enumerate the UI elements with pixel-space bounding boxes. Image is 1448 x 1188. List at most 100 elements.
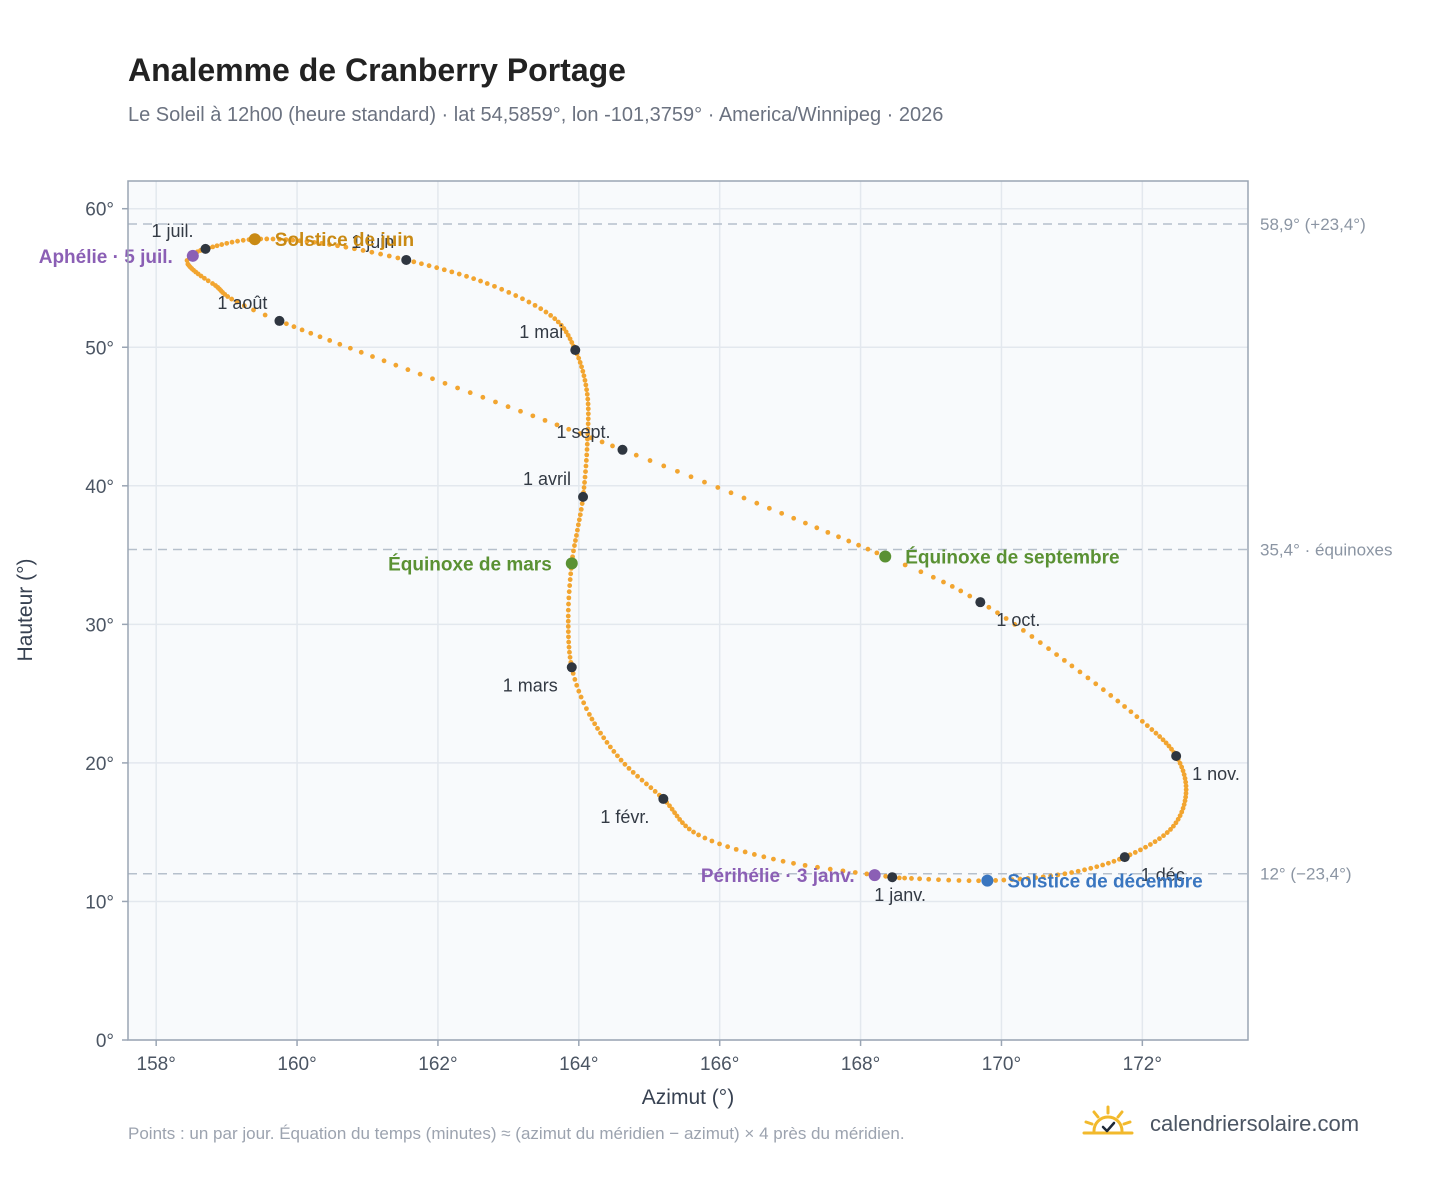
daily-point bbox=[569, 340, 575, 345]
daily-point bbox=[1046, 646, 1051, 652]
daily-point bbox=[1144, 723, 1150, 729]
daily-point bbox=[733, 846, 739, 852]
daily-point bbox=[615, 753, 620, 759]
daily-point bbox=[1157, 836, 1162, 842]
daily-point bbox=[319, 240, 325, 246]
daily-point bbox=[771, 856, 776, 862]
daily-point bbox=[370, 354, 375, 359]
daily-point bbox=[455, 385, 460, 391]
daily-point bbox=[317, 334, 323, 340]
daily-point bbox=[635, 773, 640, 779]
daily-point bbox=[918, 569, 924, 575]
daily-point bbox=[956, 878, 962, 883]
daily-point bbox=[865, 546, 871, 552]
event-dot bbox=[981, 874, 994, 887]
daily-point bbox=[742, 849, 748, 855]
daily-point bbox=[360, 248, 366, 253]
daily-point bbox=[696, 832, 701, 838]
daily-point bbox=[419, 261, 424, 267]
daily-point bbox=[566, 426, 572, 432]
month-marker-dot bbox=[570, 345, 581, 356]
daily-point bbox=[1183, 790, 1189, 796]
daily-point bbox=[683, 823, 688, 829]
event-dot bbox=[186, 249, 199, 262]
daily-point bbox=[202, 275, 207, 281]
daily-point bbox=[599, 439, 605, 445]
daily-point bbox=[846, 538, 852, 544]
daily-point bbox=[936, 877, 941, 883]
daily-point bbox=[526, 299, 532, 305]
daily-point bbox=[766, 505, 772, 511]
daily-point bbox=[584, 391, 590, 397]
daily-point bbox=[308, 330, 314, 336]
daily-point bbox=[1181, 772, 1187, 777]
daily-point bbox=[986, 604, 992, 610]
daily-point bbox=[1069, 663, 1075, 669]
brand[interactable]: calendriersolaire.com bbox=[1082, 1104, 1359, 1144]
daily-point bbox=[585, 421, 591, 427]
daily-point bbox=[381, 358, 387, 364]
daily-point bbox=[930, 574, 936, 580]
event-label: Solstice de juin bbox=[275, 230, 414, 251]
daily-point bbox=[584, 441, 590, 447]
event-dot bbox=[868, 869, 881, 882]
plot-background bbox=[128, 181, 1248, 1040]
daily-point bbox=[1180, 768, 1186, 774]
daily-point bbox=[1077, 669, 1083, 675]
daily-point bbox=[761, 854, 767, 860]
daily-point bbox=[327, 338, 333, 343]
daily-point bbox=[393, 362, 399, 368]
daily-point bbox=[725, 844, 731, 850]
daily-point bbox=[1183, 783, 1189, 789]
daily-point bbox=[1075, 868, 1081, 874]
daily-point bbox=[1012, 621, 1018, 627]
daily-point bbox=[1138, 847, 1143, 853]
daily-point bbox=[566, 589, 572, 595]
daily-point bbox=[480, 394, 486, 400]
daily-point bbox=[1183, 779, 1189, 785]
daily-point bbox=[386, 253, 392, 259]
daily-point bbox=[601, 735, 607, 741]
daily-point bbox=[395, 255, 401, 261]
daily-point bbox=[505, 404, 511, 410]
daily-point bbox=[1128, 709, 1134, 715]
daily-point bbox=[277, 236, 282, 242]
month-marker-label: 1 juil. bbox=[151, 221, 193, 241]
daily-point bbox=[1037, 640, 1043, 645]
daily-point bbox=[576, 517, 582, 523]
daily-point bbox=[607, 744, 613, 750]
daily-point bbox=[581, 373, 587, 379]
daily-point bbox=[1182, 775, 1188, 781]
daily-point bbox=[585, 401, 591, 407]
y-axis-label: Hauteur (°) bbox=[14, 559, 37, 662]
daily-point bbox=[565, 613, 571, 619]
daily-point bbox=[561, 326, 567, 331]
x-tick-label: 170° bbox=[982, 1054, 1021, 1075]
daily-point bbox=[369, 249, 375, 255]
daily-point bbox=[677, 816, 683, 822]
daily-point bbox=[652, 789, 658, 794]
daily-point bbox=[856, 542, 861, 548]
y-tick-label: 10° bbox=[85, 892, 114, 913]
daily-point bbox=[575, 527, 580, 533]
reference-line-label: 58,9° (+23,4°) bbox=[1260, 215, 1366, 234]
daily-point bbox=[585, 411, 591, 417]
daily-point bbox=[262, 312, 268, 318]
daily-point bbox=[1173, 820, 1179, 826]
daily-point bbox=[581, 700, 587, 706]
event-label: Équinoxe de septembre bbox=[905, 546, 1119, 568]
month-marker-label: 1 nov. bbox=[1192, 764, 1240, 784]
daily-point bbox=[234, 299, 240, 305]
daily-point bbox=[378, 251, 383, 257]
x-tick-label: 166° bbox=[700, 1054, 739, 1075]
daily-point bbox=[579, 364, 584, 370]
daily-point bbox=[585, 431, 591, 437]
month-marker-dot bbox=[658, 793, 669, 804]
daily-point bbox=[754, 500, 760, 506]
sun-check-icon bbox=[1082, 1105, 1134, 1135]
daily-point bbox=[626, 765, 632, 771]
chart-subtitle: Le Soleil à 12h00 (heure standard) · lat… bbox=[128, 104, 944, 126]
daily-point bbox=[585, 396, 591, 402]
daily-point bbox=[411, 259, 417, 265]
daily-point bbox=[1069, 870, 1075, 875]
